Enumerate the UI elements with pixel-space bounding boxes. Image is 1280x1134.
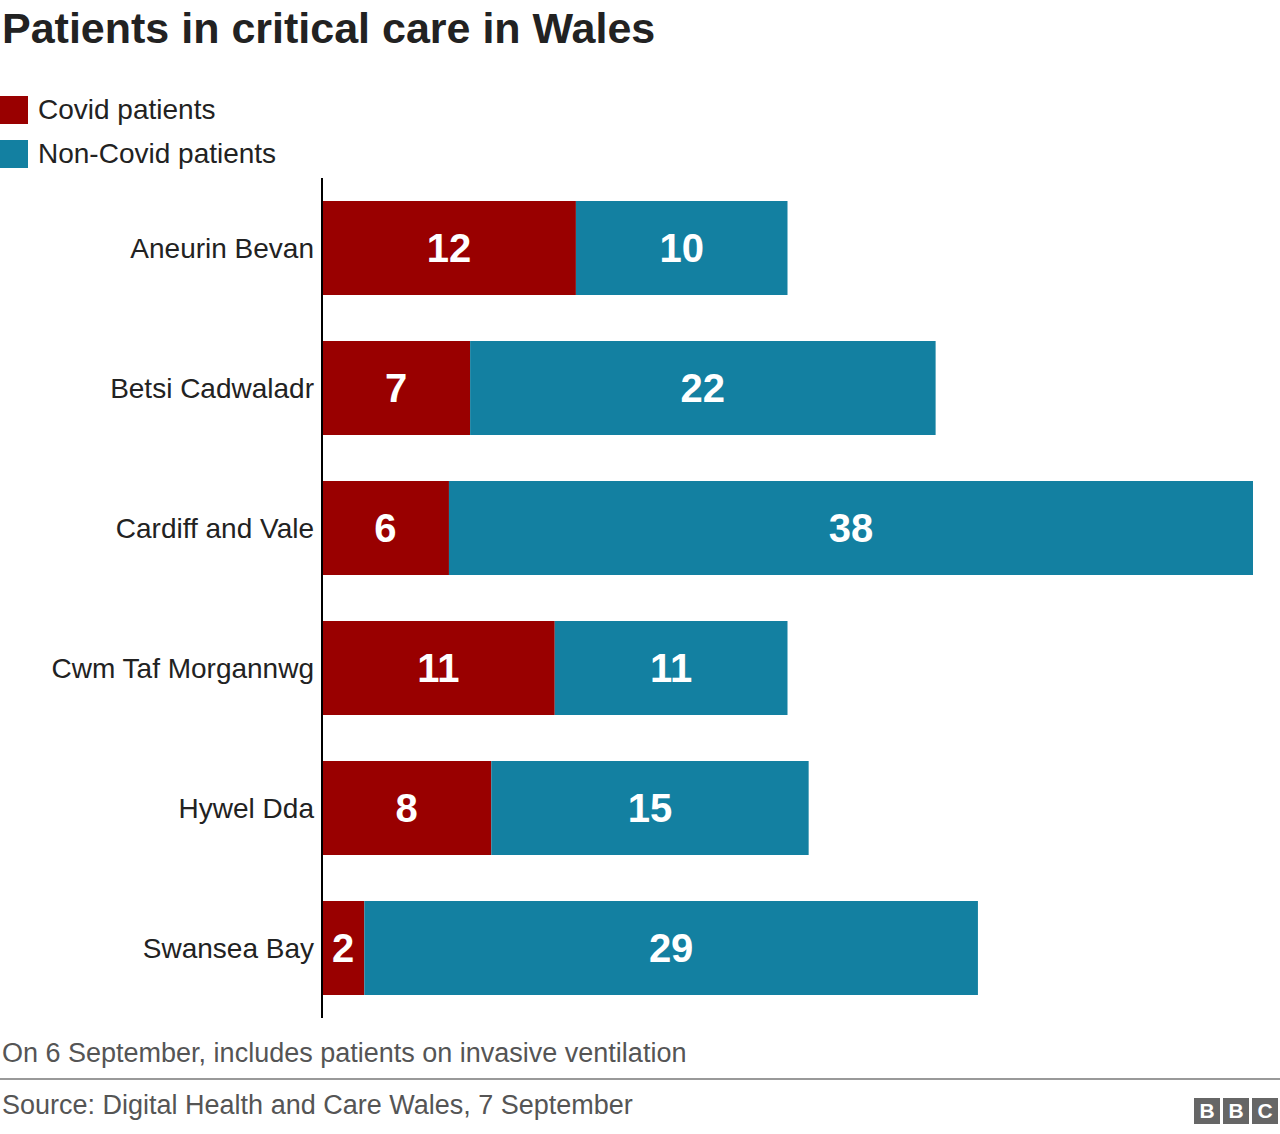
svg-text:15: 15 (628, 786, 673, 830)
svg-text:Aneurin Bevan: Aneurin Bevan (130, 233, 314, 264)
html-text:B: B (1228, 1099, 1244, 1122)
svg-text:12: 12 (427, 226, 472, 270)
html-text:B: B (1199, 1099, 1215, 1122)
svg-text:22: 22 (681, 366, 726, 410)
svg-text:Cwm Taf Morgannwg: Cwm Taf Morgannwg (52, 653, 314, 684)
svg-text:11: 11 (417, 646, 459, 690)
svg-text:10: 10 (659, 226, 704, 270)
svg-text:7: 7 (385, 366, 407, 410)
svg-text:38: 38 (829, 506, 874, 550)
svg-text:Swansea Bay: Swansea Bay (143, 933, 314, 964)
svg-text:Hywel Dda: Hywel Dda (179, 793, 315, 824)
svg-text:11: 11 (650, 646, 692, 690)
html-text:Non-Covid patients: Non-Covid patients (38, 138, 277, 169)
svg-text:Cardiff and Vale: Cardiff and Vale (116, 513, 314, 544)
html-text:Covid patients: Covid patients (38, 94, 216, 125)
svg-text:8: 8 (396, 786, 418, 830)
svg-text:2: 2 (332, 926, 354, 970)
svg-text:Betsi Cadwaladr: Betsi Cadwaladr (110, 373, 314, 404)
svg-text:6: 6 (374, 506, 396, 550)
svg-text:29: 29 (649, 926, 694, 970)
html-text:On 6 September, includes patie: On 6 September, includes patients on inv… (2, 1038, 687, 1068)
html-text:C: C (1257, 1099, 1273, 1122)
html-text:Patients in critical care in W: Patients in critical care in Wales (2, 4, 656, 52)
html-text:Source: Digital Health and Car: Source: Digital Health and Care Wales, 7… (2, 1090, 633, 1120)
